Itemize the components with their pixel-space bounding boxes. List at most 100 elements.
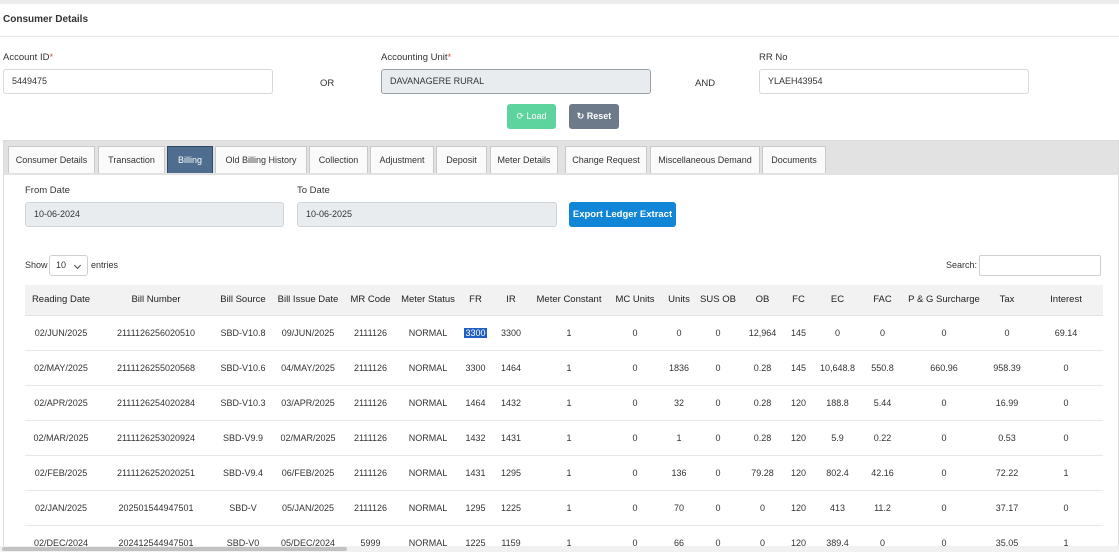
- table-row[interactable]: 02/MAY/2025 2111126255020568 SBD-V10.6 04/M…: [25, 350, 1103, 386]
- table-cell: 1: [663, 420, 695, 456]
- table-row[interactable]: 02/JUN/2025 2111126256020510 SBD-V10.8 09/J…: [25, 315, 1103, 351]
- table-cell: 413: [813, 490, 862, 526]
- table-cell: 0.53: [985, 420, 1029, 456]
- column-header[interactable]: MC Units: [607, 285, 663, 316]
- entries-select[interactable]: 10: [49, 255, 88, 276]
- table-cell: 2111126: [345, 385, 396, 421]
- column-header[interactable]: EC: [813, 285, 862, 316]
- table-cell: 69.14: [1029, 315, 1103, 351]
- table-cell: 0: [663, 315, 695, 351]
- table-cell: 1: [531, 385, 607, 421]
- table-cell: 0: [607, 315, 663, 351]
- reset-button[interactable]: ↻ Reset: [569, 104, 619, 129]
- table-cell: 120: [784, 420, 813, 456]
- table-cell: 1: [1029, 455, 1103, 491]
- table-cell: 0: [903, 455, 985, 491]
- to-date-input[interactable]: 10-06-2025: [297, 202, 557, 227]
- accounting-unit-select[interactable]: DAVANAGERE RURAL: [381, 69, 651, 94]
- and-text: AND: [695, 78, 716, 89]
- account-id-input[interactable]: 5449475: [3, 69, 273, 94]
- horizontal-scrollbar[interactable]: [0, 546, 1119, 552]
- load-button[interactable]: ⟳ Load: [507, 104, 556, 129]
- tab-old-billing-history[interactable]: Old Billing History: [215, 146, 307, 173]
- tab-deposit[interactable]: Deposit: [436, 146, 487, 173]
- table-cell: 0: [741, 490, 784, 526]
- from-date-label: From Date: [25, 185, 70, 196]
- table-cell: 37.17: [985, 490, 1029, 526]
- table-cell: 802.4: [813, 455, 862, 491]
- table-cell: 0: [985, 315, 1029, 351]
- table-cell: 1431: [460, 455, 491, 491]
- table-cell: 0: [607, 455, 663, 491]
- table-cell: NORMAL: [396, 385, 460, 421]
- column-header[interactable]: Bill Number: [97, 285, 215, 316]
- table-cell: 0: [1029, 420, 1103, 456]
- show-label: Show: [25, 260, 48, 270]
- accounting-unit-label: Accounting Unit*: [381, 52, 452, 63]
- column-header[interactable]: FR: [460, 285, 491, 316]
- tab-consumer-details[interactable]: Consumer Details: [8, 146, 95, 173]
- rr-no-input[interactable]: YLAEH43954: [759, 69, 1029, 94]
- table-cell: 04/MAY/2025: [271, 350, 345, 386]
- table-cell: 136: [663, 455, 695, 491]
- table-cell: 0: [695, 420, 741, 456]
- column-header[interactable]: Bill Issue Date: [271, 285, 345, 316]
- table-cell: 2111126: [345, 490, 396, 526]
- column-header[interactable]: Meter Status: [396, 285, 460, 316]
- table-cell: 120: [784, 455, 813, 491]
- scrollbar-thumb[interactable]: [2, 547, 347, 551]
- table-cell: 0: [607, 420, 663, 456]
- table-cell: 1464: [460, 385, 491, 421]
- tab-miscellaneous-demand[interactable]: Miscellaneous Demand: [650, 146, 760, 173]
- tab-bar: Consumer Details Transaction Billing Old…: [4, 141, 1118, 175]
- consumer-tab-panel: Consumer Details Transaction Billing Old…: [3, 140, 1119, 552]
- column-header[interactable]: FAC: [862, 285, 903, 316]
- table-cell: 02/MAR/2025: [25, 420, 97, 456]
- table-cell: 660.96: [903, 350, 985, 386]
- column-header[interactable]: P & G Surcharge: [903, 285, 985, 316]
- search-label: Search:: [946, 260, 978, 270]
- column-header[interactable]: Bill Source: [215, 285, 271, 316]
- table-cell: 32: [663, 385, 695, 421]
- search-input[interactable]: [979, 255, 1101, 276]
- table-cell: 0: [607, 350, 663, 386]
- table-cell: 0: [813, 315, 862, 351]
- from-date-input[interactable]: 10-06-2024: [25, 202, 284, 227]
- column-header[interactable]: Reading Date: [25, 285, 97, 316]
- column-header[interactable]: Meter Constant: [531, 285, 607, 316]
- table-cell: 0.28: [741, 350, 784, 386]
- table-row[interactable]: 02/MAR/2025 2111126253020924 SBD-V9.9 02/MA…: [25, 420, 1103, 456]
- tab-change-request[interactable]: Change Request: [565, 146, 647, 173]
- table-cell: 1: [531, 455, 607, 491]
- table-cell: 0: [903, 385, 985, 421]
- table-cell: 1836: [663, 350, 695, 386]
- column-header[interactable]: SUS OB: [695, 285, 741, 316]
- column-header[interactable]: FC: [784, 285, 813, 316]
- column-header[interactable]: OB: [741, 285, 784, 316]
- tab-documents[interactable]: Documents: [762, 146, 826, 173]
- column-header[interactable]: Units: [663, 285, 695, 316]
- tab-collection[interactable]: Collection: [309, 146, 368, 173]
- table-row[interactable]: 02/FEB/2025 2111126252020251 SBD-V9.4 06/FE…: [25, 455, 1103, 491]
- table-cell: 02/MAY/2025: [25, 350, 97, 386]
- table-cell: 1431: [491, 420, 531, 456]
- column-header[interactable]: MR Code: [345, 285, 396, 316]
- tab-transaction[interactable]: Transaction: [98, 146, 165, 173]
- export-ledger-button[interactable]: Export Ledger Extract: [569, 202, 676, 227]
- table-cell: 2111126255020568: [97, 350, 215, 386]
- tab-adjustment[interactable]: Adjustment: [370, 146, 434, 173]
- column-header[interactable]: IR: [491, 285, 531, 316]
- table-row[interactable]: 02/APR/2025 2111126254020284 SBD-V10.3 03/A…: [25, 385, 1103, 421]
- table-cell: 05/JAN/2025: [271, 490, 345, 526]
- column-header[interactable]: Interest: [1029, 285, 1103, 316]
- tab-meter-details[interactable]: Meter Details: [490, 146, 558, 173]
- table-cell: 0.22: [862, 420, 903, 456]
- table-cell: 2111126: [345, 455, 396, 491]
- table-cell: 2111126254020284: [97, 385, 215, 421]
- divider: [0, 36, 1119, 37]
- table-cell: 1432: [491, 385, 531, 421]
- column-header[interactable]: Tax: [985, 285, 1029, 316]
- table-row[interactable]: 02/JAN/2025 202501544947501 SBD-V 05/JAN/20…: [25, 490, 1103, 526]
- table-cell: 1: [531, 420, 607, 456]
- tab-billing[interactable]: Billing: [167, 146, 213, 173]
